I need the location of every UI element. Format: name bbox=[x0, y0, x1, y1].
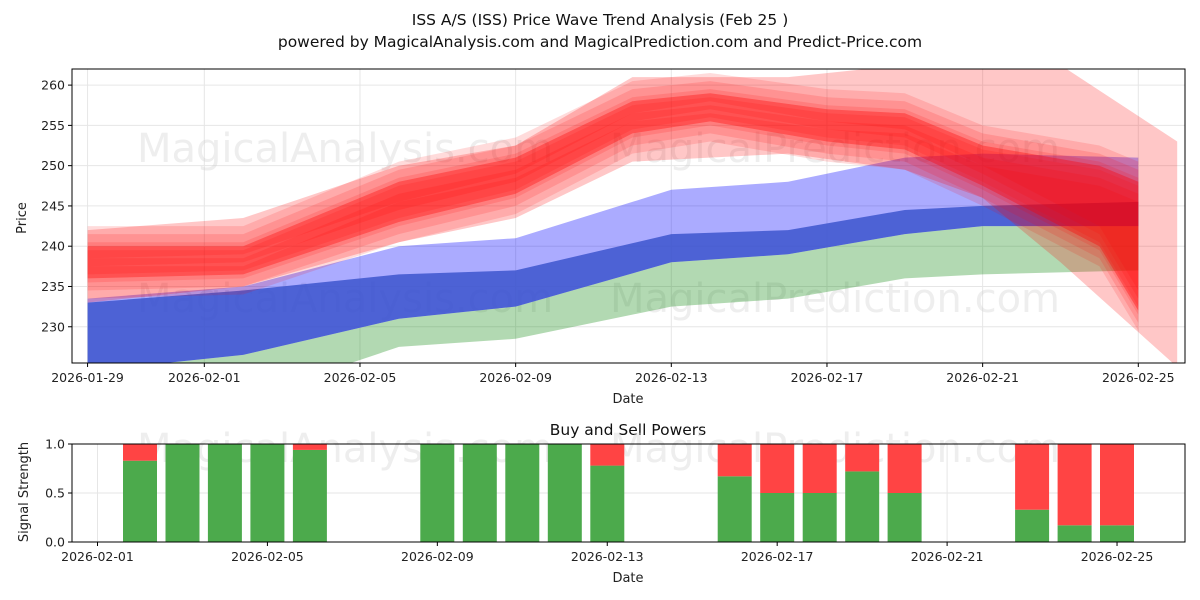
red-band-layer bbox=[87, 113, 1139, 331]
x-tick-label: 2026-02-21 bbox=[911, 549, 984, 564]
x-tick-label: 2026-01-29 bbox=[51, 370, 124, 385]
red-envelope bbox=[87, 69, 1178, 363]
buy-bar bbox=[250, 444, 285, 542]
sell-bar bbox=[123, 444, 157, 461]
sell-bar bbox=[292, 444, 327, 450]
buy-bar bbox=[845, 471, 880, 542]
buy-bar bbox=[760, 493, 795, 542]
y-tick-label: 0.0 bbox=[45, 535, 65, 550]
plot-frame bbox=[71, 68, 1186, 364]
x-tick-label: 2026-02-09 bbox=[479, 370, 552, 385]
sell-bar bbox=[1015, 444, 1050, 510]
buy-bar bbox=[887, 493, 922, 542]
x-tick-label: 2026-02-25 bbox=[1081, 549, 1154, 564]
buy-bar bbox=[1100, 525, 1134, 542]
buy-bar bbox=[462, 444, 497, 542]
red-band-layer bbox=[87, 105, 1139, 323]
buy-bar bbox=[420, 444, 455, 542]
top-x-axis-label: Date bbox=[612, 392, 643, 407]
watermark-text: MagicalPrediction.com bbox=[610, 126, 1060, 172]
chart-title: ISS A/S (ISS) Price Wave Trend Analysis … bbox=[412, 11, 789, 29]
buy-bar bbox=[292, 449, 327, 542]
sell-bar bbox=[887, 444, 922, 493]
x-tick-label: 2026-02-17 bbox=[741, 549, 814, 564]
bottom-x-axis-label: Date bbox=[612, 571, 643, 586]
y-tick-label: 245 bbox=[41, 198, 65, 213]
buy-bar bbox=[802, 493, 837, 542]
bottom-y-axis-label: Signal Strength bbox=[17, 442, 32, 542]
buy-bar bbox=[547, 444, 582, 542]
x-tick-label: 2026-02-05 bbox=[231, 549, 304, 564]
watermark-text: MagicalPrediction.com bbox=[610, 276, 1060, 322]
sell-bar bbox=[760, 444, 795, 493]
x-tick-label: 2026-02-13 bbox=[571, 549, 644, 564]
y-tick-label: 0.5 bbox=[45, 486, 65, 501]
red-band-layer bbox=[87, 97, 1139, 315]
watermark-text: MagicalAnalysis.com bbox=[137, 126, 553, 172]
buy-bar bbox=[165, 444, 200, 542]
x-tick-label: 2026-02-21 bbox=[946, 370, 1019, 385]
blue-band bbox=[87, 153, 1139, 363]
sell-bar bbox=[802, 444, 837, 493]
red-band-layer bbox=[87, 73, 1139, 291]
price-plot: MagicalAnalysis.com MagicalPrediction.com… bbox=[41, 68, 1186, 385]
x-tick-label: 2026-02-25 bbox=[1102, 370, 1175, 385]
top-y-axis-label: Price bbox=[15, 202, 30, 234]
blue-green-band bbox=[87, 201, 1139, 363]
y-tick-label: 250 bbox=[41, 158, 65, 173]
red-band-layer bbox=[87, 89, 1139, 307]
y-tick-label: 230 bbox=[41, 319, 65, 334]
x-tick-label: 2026-02-01 bbox=[61, 549, 134, 564]
buy-bar bbox=[123, 460, 157, 542]
x-tick-label: 2026-02-17 bbox=[791, 370, 864, 385]
x-tick-label: 2026-02-05 bbox=[324, 370, 397, 385]
y-tick-label: 255 bbox=[41, 118, 65, 133]
buy-bar bbox=[590, 465, 625, 542]
buy-bar bbox=[1015, 509, 1050, 542]
signal-plot: MagicalAnalysis.comMagicalPrediction.com… bbox=[45, 426, 1186, 564]
x-tick-label: 2026-02-01 bbox=[168, 370, 241, 385]
sell-bar bbox=[1057, 444, 1092, 526]
bottom-chart-title: Buy and Sell Powers bbox=[550, 421, 707, 439]
buy-bar bbox=[207, 444, 242, 542]
y-tick-label: 240 bbox=[41, 239, 65, 254]
green-band-lower bbox=[165, 226, 1139, 363]
red-band-layer bbox=[87, 81, 1139, 299]
y-tick-label: 235 bbox=[41, 279, 65, 294]
sell-bar bbox=[845, 444, 880, 472]
buy-bar bbox=[717, 476, 752, 542]
bands-group bbox=[87, 69, 1178, 363]
chart-subtitle: powered by MagicalAnalysis.com and Magic… bbox=[278, 33, 922, 51]
red-band bbox=[87, 93, 1139, 311]
sell-bar bbox=[717, 444, 752, 477]
buy-bar bbox=[1057, 525, 1092, 542]
buy-bar bbox=[505, 444, 540, 542]
y-tick-label: 260 bbox=[41, 78, 65, 93]
sell-bar bbox=[1100, 444, 1134, 526]
x-tick-label: 2026-02-09 bbox=[401, 549, 474, 564]
sell-bar bbox=[590, 444, 625, 466]
x-tick-label: 2026-02-13 bbox=[635, 370, 708, 385]
y-tick-label: 1.0 bbox=[45, 437, 65, 452]
